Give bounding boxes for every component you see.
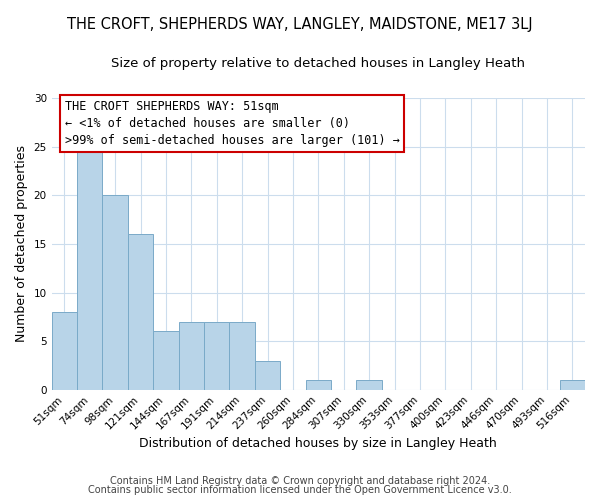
Y-axis label: Number of detached properties: Number of detached properties bbox=[15, 146, 28, 342]
Bar bbox=[560, 380, 585, 390]
Bar bbox=[52, 312, 77, 390]
Text: Contains HM Land Registry data © Crown copyright and database right 2024.: Contains HM Land Registry data © Crown c… bbox=[110, 476, 490, 486]
X-axis label: Distribution of detached houses by size in Langley Heath: Distribution of detached houses by size … bbox=[139, 437, 497, 450]
Bar bbox=[305, 380, 331, 390]
Text: Contains public sector information licensed under the Open Government Licence v3: Contains public sector information licen… bbox=[88, 485, 512, 495]
Bar bbox=[356, 380, 382, 390]
Bar bbox=[103, 196, 128, 390]
Bar bbox=[179, 322, 204, 390]
Bar bbox=[255, 360, 280, 390]
Bar bbox=[128, 234, 153, 390]
Title: Size of property relative to detached houses in Langley Heath: Size of property relative to detached ho… bbox=[112, 58, 526, 70]
Bar bbox=[153, 332, 179, 390]
Bar bbox=[229, 322, 255, 390]
Text: THE CROFT, SHEPHERDS WAY, LANGLEY, MAIDSTONE, ME17 3LJ: THE CROFT, SHEPHERDS WAY, LANGLEY, MAIDS… bbox=[67, 18, 533, 32]
Text: THE CROFT SHEPHERDS WAY: 51sqm
← <1% of detached houses are smaller (0)
>99% of : THE CROFT SHEPHERDS WAY: 51sqm ← <1% of … bbox=[65, 100, 400, 147]
Bar bbox=[77, 146, 103, 390]
Bar bbox=[204, 322, 229, 390]
